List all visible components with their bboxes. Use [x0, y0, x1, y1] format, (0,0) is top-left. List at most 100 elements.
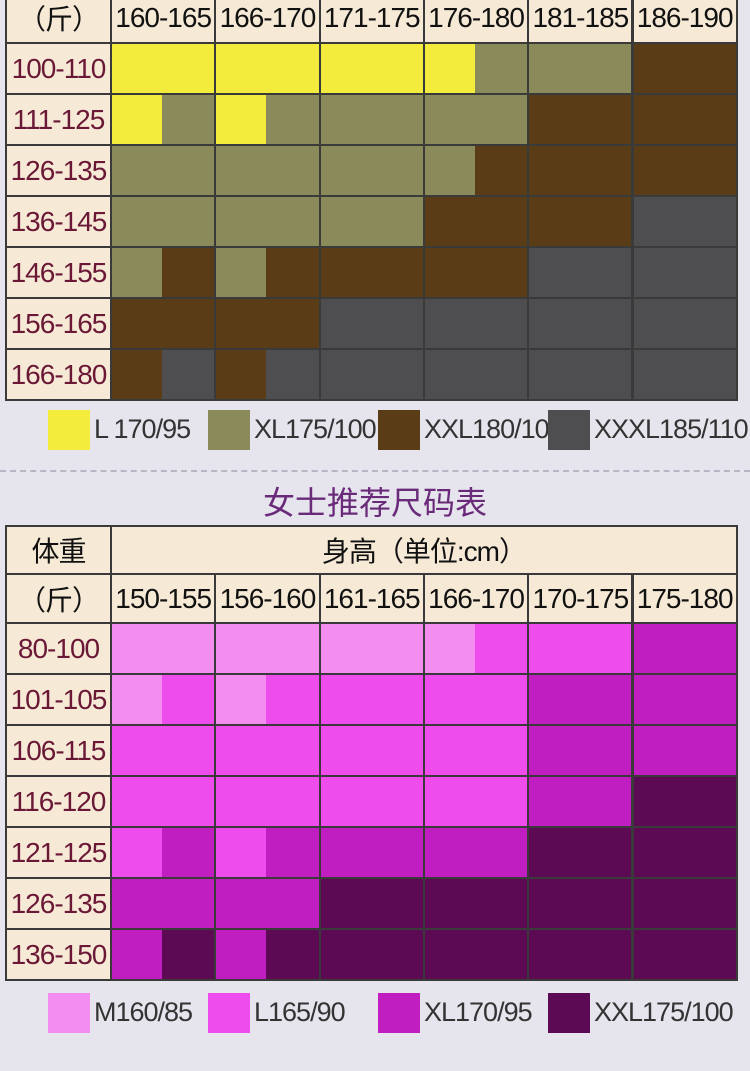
legend-label: M160/85	[94, 997, 193, 1027]
cell-border	[422, 348, 530, 401]
size-cell-half	[214, 144, 268, 195]
size-cell-half	[579, 928, 633, 979]
cell-border	[422, 297, 530, 350]
size-cell-half	[579, 877, 633, 928]
cell-border	[527, 246, 634, 299]
header: 身高（单位:cm）	[110, 525, 738, 575]
cell-border	[527, 622, 634, 675]
cell-border	[318, 348, 425, 401]
column-header: 166-170	[422, 573, 530, 624]
size-cell-half	[162, 42, 216, 93]
size-cell-half	[475, 877, 529, 928]
size-cell-half	[579, 42, 633, 93]
size-cell-half	[110, 93, 164, 144]
cell-border	[214, 673, 321, 726]
size-cell-half	[266, 93, 320, 144]
row-label: 80-100	[5, 622, 112, 675]
size-cell-half	[266, 673, 320, 724]
size-cell-half	[579, 297, 633, 348]
size-cell-half	[162, 348, 216, 399]
size-cell-half	[370, 622, 424, 673]
size-cell-half	[683, 195, 737, 246]
cell-border	[214, 826, 321, 879]
row-label: 106-115	[5, 724, 112, 777]
size-cell-half	[214, 928, 268, 979]
size-cell-half	[422, 928, 477, 979]
size-cell-half	[162, 673, 216, 724]
size-cell-half	[162, 928, 216, 979]
legend-label: XXXL185/110	[594, 414, 749, 444]
size-cell-half	[527, 622, 581, 673]
size-cell-half	[162, 246, 216, 297]
size-cell-half	[214, 195, 268, 246]
cell-border	[631, 826, 738, 879]
cell-border	[527, 724, 634, 777]
cell-border	[422, 826, 530, 879]
cell-border	[527, 826, 634, 879]
size-cell-half	[370, 826, 424, 877]
size-cell-half	[162, 144, 216, 195]
size-cell-half	[631, 724, 685, 775]
size-cell-half	[631, 877, 685, 928]
cell-border	[318, 297, 425, 350]
size-cell-half	[370, 93, 424, 144]
size-cell-half	[579, 826, 633, 877]
size-cell-half	[475, 144, 529, 195]
column-header: 160-165	[110, 0, 217, 44]
size-cell-half	[110, 297, 164, 348]
row-label: 101-105	[5, 673, 112, 726]
cell-border	[214, 724, 321, 777]
cell-border	[422, 928, 530, 981]
legend-label: L 170/95	[94, 414, 191, 444]
cell-border	[318, 42, 425, 95]
legend-swatch	[378, 410, 420, 450]
cell-border	[318, 826, 425, 879]
size-cell-half	[370, 928, 424, 979]
size-cell-half	[266, 877, 320, 928]
legend-swatch	[208, 993, 250, 1033]
cell-border	[214, 928, 321, 981]
size-cell-half	[370, 724, 424, 775]
cell-border	[214, 42, 321, 95]
size-cell-half	[631, 622, 685, 673]
size-cell-half	[318, 673, 372, 724]
size-cell-half	[162, 297, 216, 348]
size-cell-half	[318, 877, 372, 928]
cell-border	[422, 775, 530, 828]
size-cell-half	[110, 348, 164, 399]
cell-border	[110, 246, 217, 299]
size-cell-half	[475, 928, 529, 979]
size-cell-half	[318, 775, 372, 826]
legend-label: XL170/95	[424, 997, 533, 1027]
cell-border	[527, 144, 634, 197]
legend-swatch	[208, 410, 250, 450]
row-label: 116-120	[5, 775, 112, 828]
cell-border	[110, 826, 217, 879]
cell-border	[527, 673, 634, 726]
cell-border	[318, 877, 425, 930]
size-cell-half	[475, 246, 529, 297]
size-cell-half	[422, 348, 477, 399]
legend-swatch	[548, 410, 590, 450]
size-cell-half	[475, 297, 529, 348]
size-cell-half	[527, 195, 581, 246]
size-cell-half	[579, 246, 633, 297]
cell-border	[631, 673, 738, 726]
size-cell-half	[475, 775, 529, 826]
size-cell-half	[266, 928, 320, 979]
size-cell-half	[266, 297, 320, 348]
cell-border	[110, 297, 217, 350]
size-cell-half	[110, 673, 164, 724]
size-cell-half	[110, 195, 164, 246]
size-cell-half	[214, 42, 268, 93]
legend-label: L165/90	[254, 997, 346, 1027]
cell-border	[110, 877, 217, 930]
size-cell-half	[370, 348, 424, 399]
size-cell-half	[266, 42, 320, 93]
column-header: 176-180	[422, 0, 530, 44]
cell-border	[527, 297, 634, 350]
size-cell-half	[422, 775, 477, 826]
size-cell-half	[422, 144, 477, 195]
size-cell-half	[527, 297, 581, 348]
size-cell-half	[318, 144, 372, 195]
